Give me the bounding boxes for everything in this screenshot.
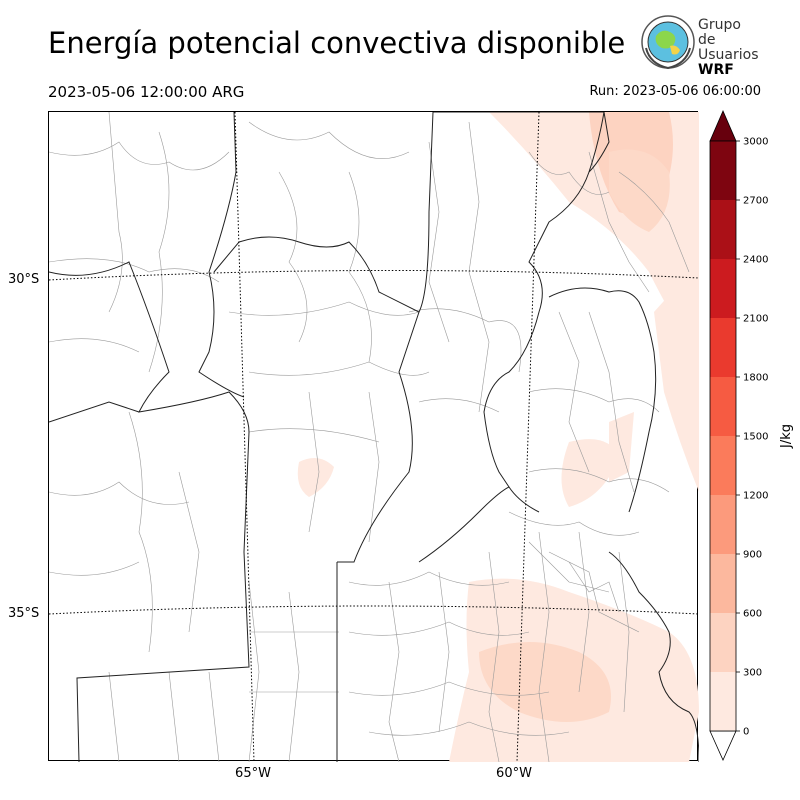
coastline <box>608 551 699 762</box>
cape-area-southeast-core <box>479 642 611 722</box>
colorbar-tick-label: 1500 <box>743 432 768 443</box>
cape-shading <box>297 112 699 762</box>
colorbar-bin <box>710 554 736 613</box>
cape-area-east-center <box>561 439 619 507</box>
colorbar-tick-label: 0 <box>743 727 749 738</box>
colorbar-tick-label: 900 <box>743 550 762 561</box>
department-boundaries <box>49 112 690 762</box>
colorbar-label: J/kg <box>779 424 794 449</box>
logo: Grupo de Usuarios WRF <box>640 14 760 78</box>
logo-text: Grupo de Usuarios WRF <box>698 18 760 78</box>
lat-label-35s: 35°S <box>8 606 40 621</box>
colorbar-bin <box>710 436 736 495</box>
logo-line-1: Grupo de <box>698 17 741 48</box>
colorbar-tick-label: 1200 <box>743 491 768 502</box>
colorbar-bin <box>710 377 736 436</box>
map-panel <box>48 111 699 762</box>
colorbar-tick-label: 600 <box>743 609 762 620</box>
colorbar-tick-label: 2400 <box>743 255 768 266</box>
lon-label-60w: 60°W <box>496 766 532 781</box>
province-boundaries <box>49 112 657 762</box>
valid-time: 2023-05-06 12:00:00 ARG <box>48 83 245 101</box>
colorbar-bin <box>710 259 736 318</box>
cape-area-northeast-inner <box>609 149 670 232</box>
colorbar-tick-label: 1800 <box>743 373 768 384</box>
logo-line-3: WRF <box>698 62 734 78</box>
cape-area-east-edge <box>654 262 699 492</box>
logo-line-2: Usuarios <box>698 47 759 63</box>
colorbar-canvas: 0 300 600 900 1200 1500 1800 2100 2400 2700 3000 J/… <box>709 109 794 761</box>
globe-emblem-icon <box>641 15 695 70</box>
colorbar-bin <box>710 141 736 200</box>
cape-area-central <box>297 458 334 497</box>
colorbar-over-arrow <box>709 109 737 142</box>
graticule <box>49 112 699 762</box>
colorbar-tick-label: 2100 <box>743 314 768 325</box>
colorbar-tick-label: 2700 <box>743 196 768 207</box>
colorbar: 0 300 600 900 1200 1500 1800 2100 2400 2700 3000 J/… <box>700 108 800 768</box>
colorbar-bin <box>710 613 736 672</box>
colorbar-tick-label: 300 <box>743 668 762 679</box>
lon-label-65w: 65°W <box>235 766 271 781</box>
colorbar-bin <box>710 672 736 731</box>
colorbar-bin <box>710 200 736 259</box>
colorbar-bin <box>710 495 736 554</box>
run-time: Run: 2023-05-06 06:00:00 <box>589 84 761 99</box>
page-title: Energía potencial convectiva disponible <box>48 26 626 60</box>
colorbar-tick-label: 3000 <box>743 137 768 148</box>
colorbar-under-arrow <box>709 730 737 761</box>
lat-label-30s: 30°S <box>8 272 40 287</box>
map-canvas <box>49 112 699 762</box>
colorbar-bin <box>710 318 736 377</box>
cape-area-east-strip <box>609 412 634 482</box>
